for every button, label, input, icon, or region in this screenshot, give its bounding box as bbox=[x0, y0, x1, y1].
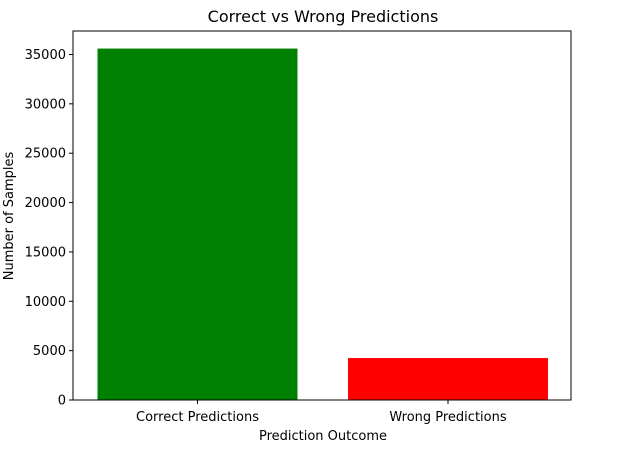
x-tick-label: Wrong Predictions bbox=[389, 410, 506, 425]
plot-frame bbox=[72, 30, 572, 401]
y-tick-label: 35000 bbox=[25, 48, 66, 63]
plot-area: 0 5000 10000 15000 20000 25000 30000 35000 Corre… bbox=[25, 48, 548, 425]
y-tick-label: 5000 bbox=[33, 344, 66, 359]
y-tick-label: 15000 bbox=[25, 245, 66, 260]
y-tick-label: 10000 bbox=[25, 295, 66, 310]
x-axis-label: Prediction Outcome bbox=[259, 429, 387, 444]
y-tick-label: 25000 bbox=[25, 147, 66, 162]
y-axis-label: Number of Samples bbox=[2, 152, 17, 281]
bar-wrong-predictions bbox=[348, 358, 548, 400]
y-tick-label: 20000 bbox=[25, 196, 66, 211]
bar-correct-predictions bbox=[97, 48, 298, 400]
chart-title: Correct vs Wrong Predictions bbox=[208, 7, 439, 26]
x-tick-label: Correct Predictions bbox=[136, 410, 259, 425]
y-tick-label: 0 bbox=[58, 394, 66, 409]
y-tick-label: 30000 bbox=[25, 97, 66, 112]
